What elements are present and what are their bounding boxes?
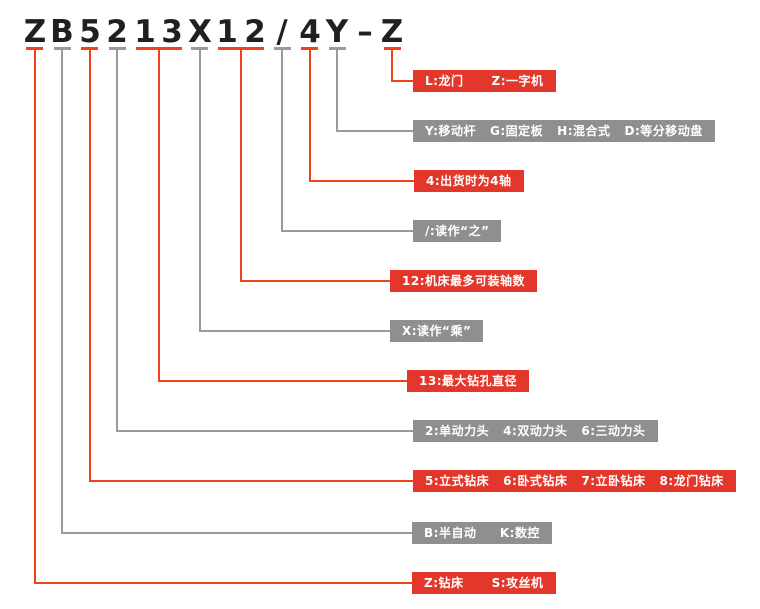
code-char-1a: 1 xyxy=(134,14,156,50)
connector-4-vertical xyxy=(309,47,311,181)
label-box-control-type: B:半自动 K:数控 xyxy=(412,522,552,544)
code-char-z-2: Z xyxy=(380,14,404,50)
label-box-max-spindle-count: 12:机床最多可装轴数 xyxy=(390,270,537,292)
label-box-slash-reading: /:读作“之” xyxy=(413,220,502,242)
connector-z2-vertical xyxy=(391,47,393,81)
label-box-power-head-count: 2:单动力头 4:双动力头 6:三动力头 xyxy=(413,420,658,442)
connector-2-vertical xyxy=(116,47,118,431)
code-char-1b: 1 xyxy=(216,14,238,50)
connector-b-vertical xyxy=(61,47,63,533)
connector-12-vertical xyxy=(240,47,242,281)
code-char-4: 4 xyxy=(299,14,321,50)
connector-y-horizontal xyxy=(336,130,413,132)
label-box-frame-style: L:龙门 Z:一字机 xyxy=(413,70,556,92)
code-char-2: 2 xyxy=(106,14,128,50)
connector-x-vertical xyxy=(199,47,201,331)
connector-slash-horizontal xyxy=(281,230,413,232)
code-char-x: X xyxy=(188,14,212,50)
code-char-5: 5 xyxy=(79,14,101,50)
connector-12-horizontal xyxy=(240,280,390,282)
connector-5-vertical xyxy=(89,47,91,481)
connector-z1-horizontal xyxy=(34,582,412,584)
label-box-machine-category: Z:钻床 S:攻丝机 xyxy=(412,572,556,594)
label-box-machine-form: 5:立式钻床 6:卧式钻床 7:立卧钻床 8:龙门钻床 xyxy=(413,470,736,492)
code-char-3: 3 xyxy=(161,14,183,50)
label-box-x-reading: X:读作“乘” xyxy=(390,320,484,342)
label-box-shipped-axes: 4:出货时为4轴 xyxy=(414,170,524,192)
code-char-dash: – xyxy=(357,14,373,50)
connector-z1-vertical xyxy=(34,47,36,583)
code-char-2b: 2 xyxy=(244,14,266,50)
label-box-mount-type: Y:移动杆 G:固定板 H:混合式 D:等分移动盘 xyxy=(413,120,715,142)
connector-b-horizontal xyxy=(61,532,412,534)
connector-13-vertical xyxy=(158,47,160,381)
code-char-slash: / xyxy=(276,14,288,50)
connector-y-vertical xyxy=(336,47,338,131)
label-box-max-drill-diameter: 13:最大钻孔直径 xyxy=(407,370,529,392)
connector-13-horizontal xyxy=(158,380,407,382)
code-char-y: Y xyxy=(325,14,349,50)
code-char-z-1: Z xyxy=(23,14,47,50)
connector-2-horizontal xyxy=(116,430,413,432)
connector-slash-vertical xyxy=(281,47,283,231)
code-char-b: B xyxy=(50,14,74,50)
connector-z2-horizontal xyxy=(391,80,413,82)
connector-4-horizontal xyxy=(309,180,414,182)
connector-5-horizontal xyxy=(89,480,413,482)
connector-x-horizontal xyxy=(199,330,390,332)
